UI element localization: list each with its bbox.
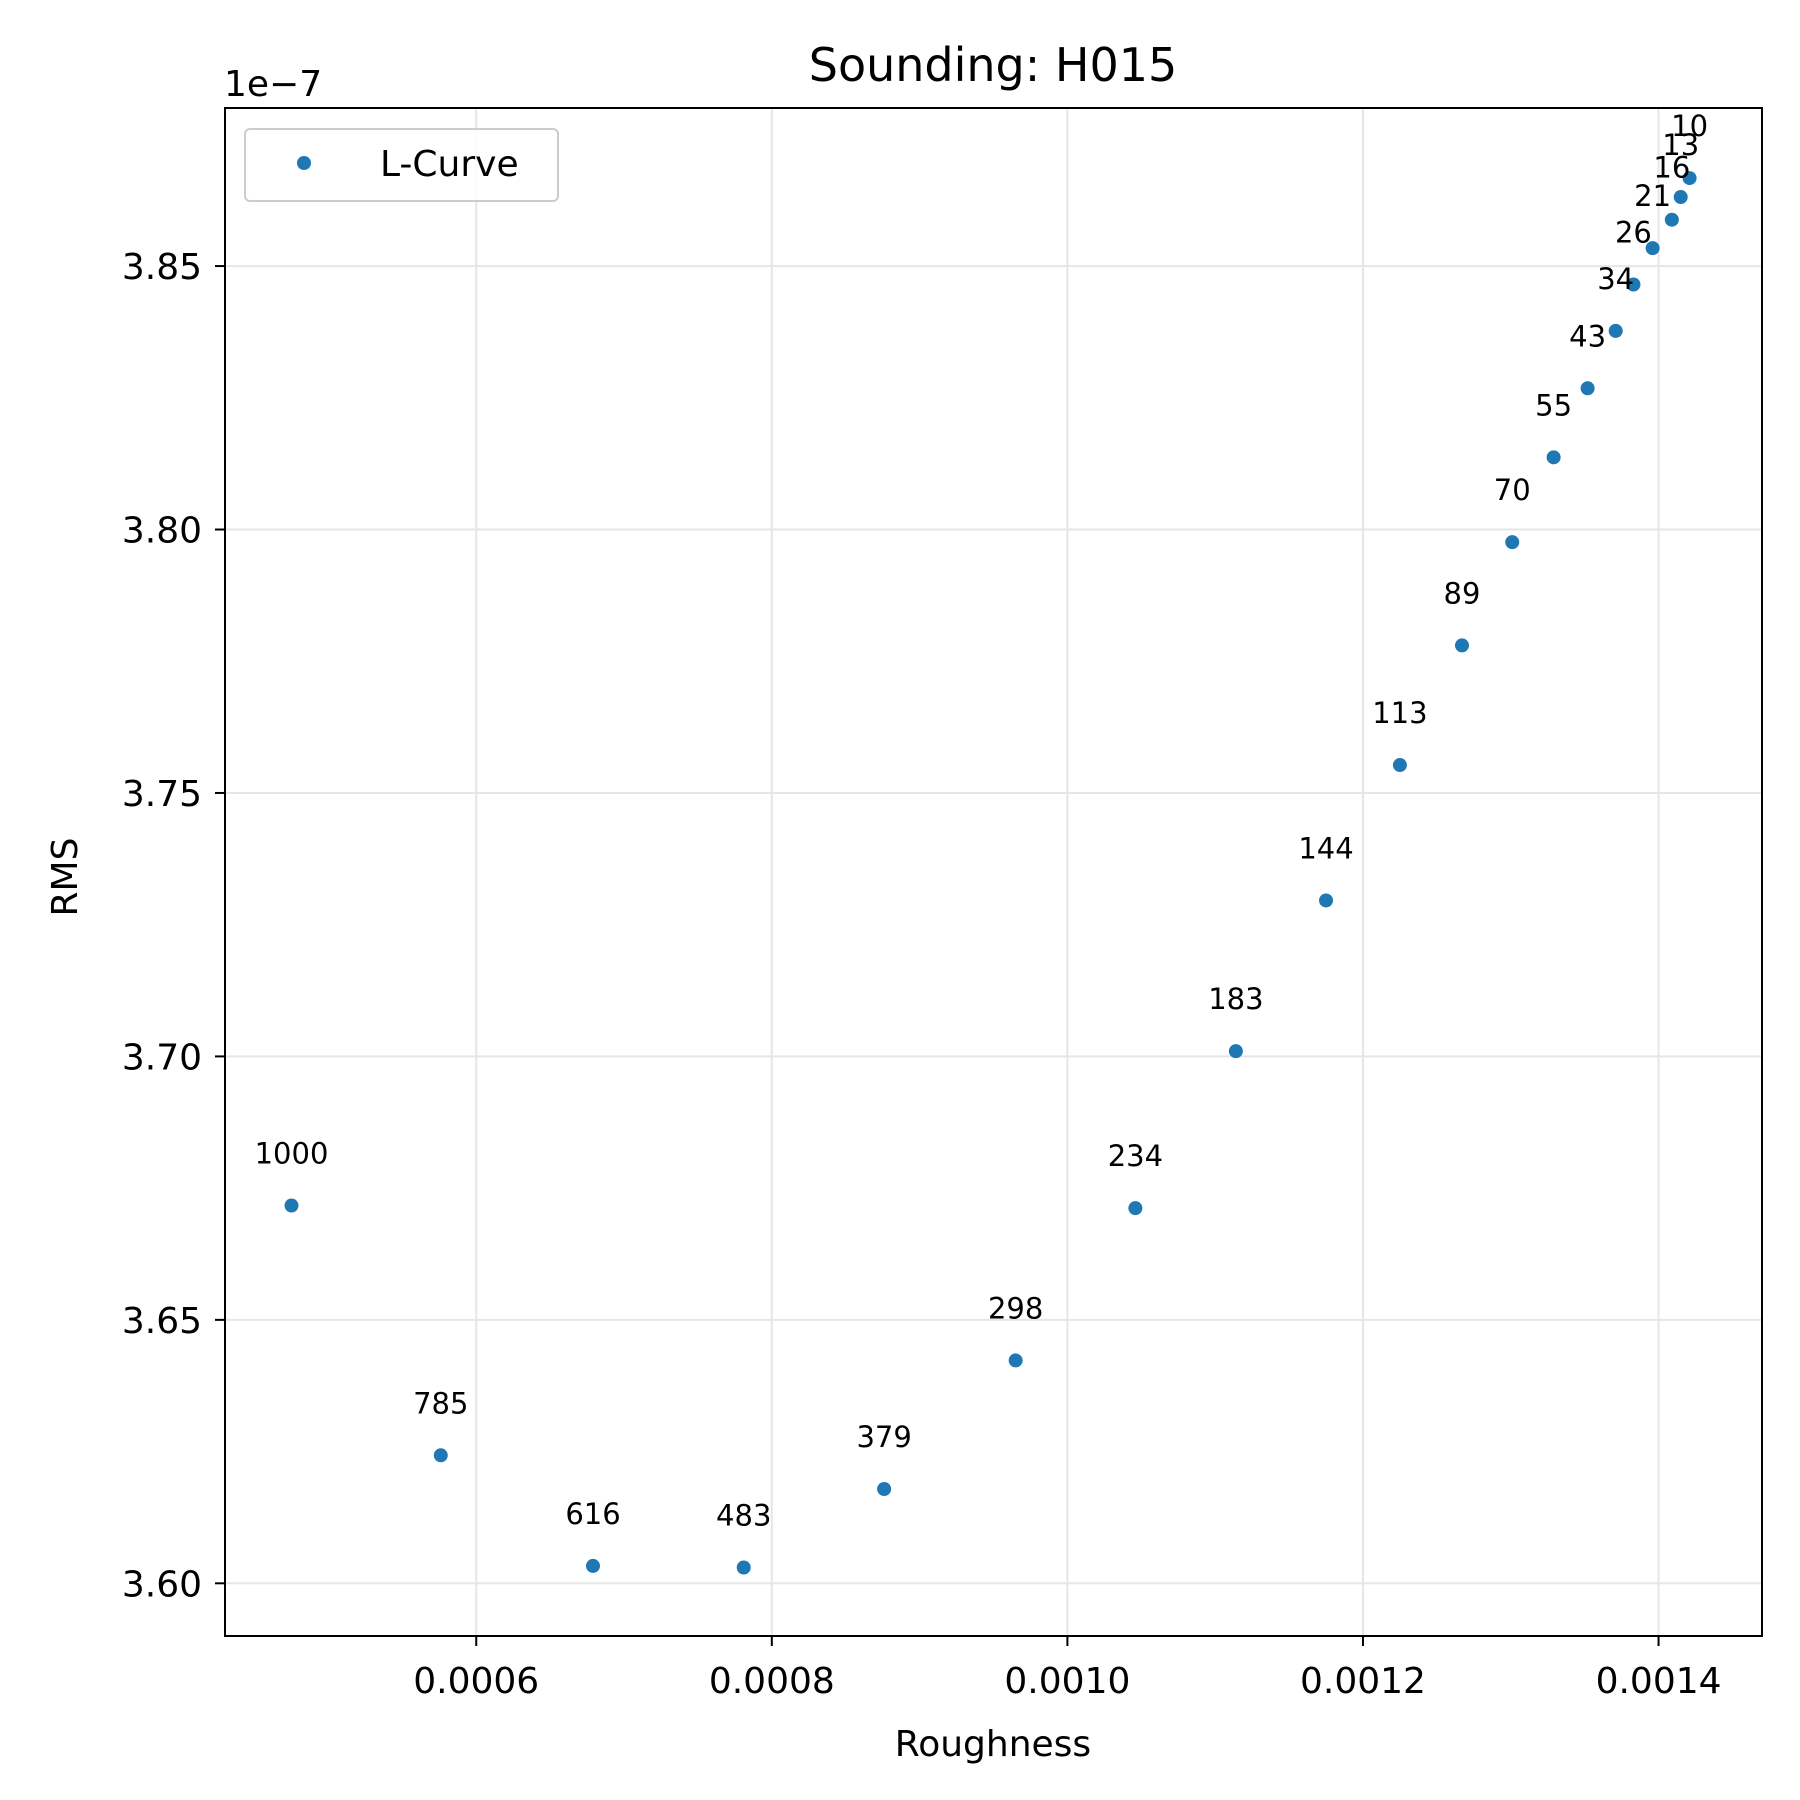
data-point-label: 234 [1108,1139,1163,1173]
grid-layer [225,108,1762,1636]
x-tick-label: 0.0006 [413,1661,539,1702]
data-point [1128,1201,1143,1216]
data-point-label: 113 [1372,696,1427,730]
data-point [284,1198,299,1213]
legend: L-Curve [244,128,559,202]
data-point-label: 10 [1671,109,1708,143]
y-axis-label: RMS [45,838,86,917]
data-point [1228,1044,1243,1059]
data-point [1008,1353,1023,1368]
data-point [877,1481,892,1496]
y-tick-label: 3.85 [122,247,202,288]
y-tick-label: 3.65 [122,1301,202,1342]
data-point [1682,171,1697,186]
data-point-label: 13 [1662,128,1699,162]
data-point-label: 1000 [255,1137,329,1171]
data-point-label: 70 [1494,473,1531,507]
data-point-label: 21 [1634,179,1671,213]
points-layer [284,171,1697,1575]
data-point [1392,758,1407,773]
data-point-label: 26 [1615,216,1652,250]
data-point-label: 55 [1535,388,1572,422]
y-tick-label: 3.75 [122,774,202,815]
data-point [1454,638,1469,653]
legend-label: L-Curve [380,144,519,185]
data-point [433,1448,448,1463]
data-point-label: 379 [856,1420,911,1454]
data-point [585,1558,600,1573]
y-tick-label: 3.70 [122,1037,202,1078]
data-point [1546,450,1561,465]
data-point [736,1560,751,1575]
y-tick-label: 3.80 [122,511,202,552]
x-tick-label: 0.0008 [709,1661,835,1702]
data-point [1626,277,1641,292]
x-tick-label: 0.0012 [1300,1661,1426,1702]
data-point [1319,893,1334,908]
x-tick-label: 0.0010 [1004,1661,1130,1702]
data-point-label: 144 [1298,831,1353,865]
ticks-layer: 0.0006 0.0008 0.0010 0.0012 0.0014 3.60 3.65 3.… [122,247,1722,1702]
x-tick-label: 0.0014 [1596,1661,1722,1702]
legend-marker [297,156,311,170]
data-point [1505,535,1520,550]
plot-frame [224,107,1763,1637]
data-point-label: 183 [1208,982,1263,1016]
data-point [1673,190,1688,205]
data-point [1645,241,1660,256]
chart-title: Sounding: H015 [809,38,1178,92]
data-point [1608,323,1623,338]
data-point-label: 298 [988,1291,1043,1325]
data-point-label: 616 [565,1497,620,1531]
data-point-label: 43 [1569,319,1606,353]
y-tick-label: 3.60 [122,1564,202,1605]
legend-frame [244,128,559,202]
data-point-label: 483 [716,1499,771,1533]
data-point-label: 34 [1597,262,1634,296]
data-point-label: 785 [413,1386,468,1420]
data-point-label: 89 [1444,576,1481,610]
y-offset-label: 1e−7 [224,64,322,105]
x-axis-label: Roughness [895,1724,1091,1765]
data-point [1664,212,1679,227]
data-point-label: 16 [1653,151,1690,185]
data-point [1580,381,1595,396]
